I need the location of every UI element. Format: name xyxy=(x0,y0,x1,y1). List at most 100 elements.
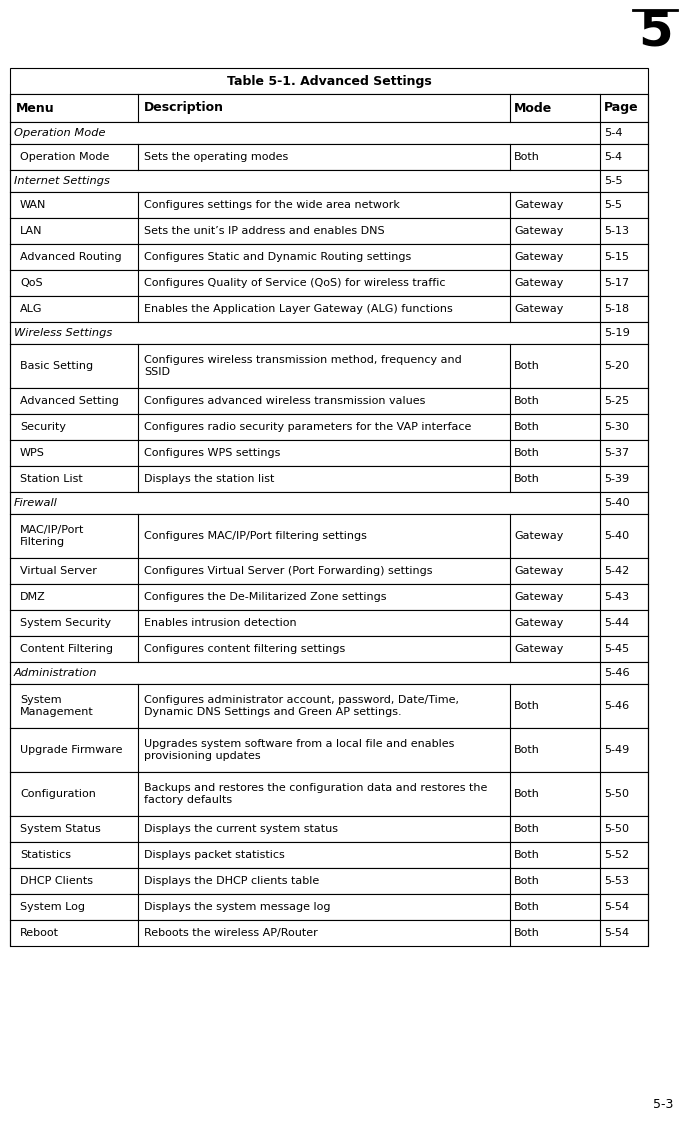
Text: System Status: System Status xyxy=(20,824,101,834)
Bar xyxy=(10,389,648,414)
Bar xyxy=(10,610,648,636)
Text: 5-45: 5-45 xyxy=(604,643,629,654)
Text: 5-53: 5-53 xyxy=(604,876,629,886)
Text: MAC/IP/Port
Filtering: MAC/IP/Port Filtering xyxy=(20,526,84,547)
Bar xyxy=(10,94,648,122)
Text: 5-52: 5-52 xyxy=(604,850,629,860)
Text: Table 5-1. Advanced Settings: Table 5-1. Advanced Settings xyxy=(227,74,432,88)
Text: Firewall: Firewall xyxy=(14,497,58,508)
Text: 5-4: 5-4 xyxy=(604,128,623,138)
Text: Both: Both xyxy=(514,902,540,912)
Text: Both: Both xyxy=(514,824,540,834)
Text: Internet Settings: Internet Settings xyxy=(14,176,110,186)
Bar xyxy=(10,144,648,170)
Text: Enables intrusion detection: Enables intrusion detection xyxy=(144,618,297,628)
Text: Gateway: Gateway xyxy=(514,279,563,287)
Text: 5-30: 5-30 xyxy=(604,422,629,432)
Text: Both: Both xyxy=(514,701,540,711)
Text: Gateway: Gateway xyxy=(514,592,563,602)
Text: Both: Both xyxy=(514,396,540,407)
Text: Administration: Administration xyxy=(14,668,97,678)
Bar xyxy=(10,894,648,920)
Text: Displays the station list: Displays the station list xyxy=(144,474,275,484)
Text: Both: Both xyxy=(514,422,540,432)
Bar xyxy=(10,244,648,270)
Text: Both: Both xyxy=(514,745,540,755)
Text: 5-54: 5-54 xyxy=(604,928,629,938)
Text: Gateway: Gateway xyxy=(514,643,563,654)
Text: Configures MAC/IP/Port filtering settings: Configures MAC/IP/Port filtering setting… xyxy=(144,531,367,541)
Text: System Security: System Security xyxy=(20,618,111,628)
Text: 5-46: 5-46 xyxy=(604,701,629,711)
Text: Gateway: Gateway xyxy=(514,304,563,314)
Text: Sets the operating modes: Sets the operating modes xyxy=(144,152,288,162)
Text: Both: Both xyxy=(514,789,540,798)
Text: Enables the Application Layer Gateway (ALG) functions: Enables the Application Layer Gateway (A… xyxy=(144,304,453,314)
Text: Menu: Menu xyxy=(16,101,55,115)
Bar xyxy=(10,868,648,894)
Bar xyxy=(10,816,648,842)
Text: Statistics: Statistics xyxy=(20,850,71,860)
Bar xyxy=(10,514,648,558)
Text: Reboots the wireless AP/Router: Reboots the wireless AP/Router xyxy=(144,928,318,938)
Bar xyxy=(10,684,648,728)
Text: Gateway: Gateway xyxy=(514,226,563,236)
Text: Description: Description xyxy=(144,101,224,115)
Text: 5-40: 5-40 xyxy=(604,531,629,541)
Text: Mode: Mode xyxy=(514,101,552,115)
Text: Reboot: Reboot xyxy=(20,928,59,938)
Bar xyxy=(10,558,648,584)
Bar xyxy=(10,344,648,389)
Text: Configures radio security parameters for the VAP interface: Configures radio security parameters for… xyxy=(144,422,471,432)
Text: 5-18: 5-18 xyxy=(604,304,629,314)
Text: Displays the DHCP clients table: Displays the DHCP clients table xyxy=(144,876,319,886)
Text: 5-13: 5-13 xyxy=(604,226,629,236)
Text: Configuration: Configuration xyxy=(20,789,96,798)
Text: Advanced Routing: Advanced Routing xyxy=(20,252,122,262)
Text: Configures content filtering settings: Configures content filtering settings xyxy=(144,643,345,654)
Text: 5-49: 5-49 xyxy=(604,745,630,755)
Bar xyxy=(10,584,648,610)
Bar xyxy=(10,270,648,296)
Text: 5-50: 5-50 xyxy=(604,824,629,834)
Bar xyxy=(10,218,648,244)
Text: 5-40: 5-40 xyxy=(604,497,630,508)
Text: QoS: QoS xyxy=(20,279,42,287)
Text: 5-43: 5-43 xyxy=(604,592,629,602)
Text: 5: 5 xyxy=(638,8,673,56)
Text: Both: Both xyxy=(514,448,540,458)
Text: Displays the current system status: Displays the current system status xyxy=(144,824,338,834)
Bar xyxy=(10,842,648,868)
Text: Both: Both xyxy=(514,360,540,371)
Text: Configures Virtual Server (Port Forwarding) settings: Configures Virtual Server (Port Forwardi… xyxy=(144,566,432,576)
Text: Operation Mode: Operation Mode xyxy=(20,152,110,162)
Text: Configures Quality of Service (QoS) for wireless traffic: Configures Quality of Service (QoS) for … xyxy=(144,279,445,287)
Text: 5-39: 5-39 xyxy=(604,474,629,484)
Text: ALG: ALG xyxy=(20,304,42,314)
Text: WPS: WPS xyxy=(20,448,45,458)
Text: 5-25: 5-25 xyxy=(604,396,629,407)
Bar xyxy=(10,192,648,218)
Text: Upgrade Firmware: Upgrade Firmware xyxy=(20,745,123,755)
Text: Both: Both xyxy=(514,850,540,860)
Text: 5-50: 5-50 xyxy=(604,789,629,798)
Text: Both: Both xyxy=(514,876,540,886)
Bar xyxy=(10,920,648,946)
Bar xyxy=(10,414,648,440)
Bar xyxy=(10,69,648,94)
Text: Content Filtering: Content Filtering xyxy=(20,643,113,654)
Text: Both: Both xyxy=(514,928,540,938)
Bar xyxy=(10,322,648,344)
Text: 5-19: 5-19 xyxy=(604,328,630,338)
Bar xyxy=(10,466,648,492)
Bar xyxy=(10,122,648,144)
Text: Configures Static and Dynamic Routing settings: Configures Static and Dynamic Routing se… xyxy=(144,252,411,262)
Text: Displays the system message log: Displays the system message log xyxy=(144,902,330,912)
Text: Gateway: Gateway xyxy=(514,252,563,262)
Text: 5-42: 5-42 xyxy=(604,566,630,576)
Text: Gateway: Gateway xyxy=(514,618,563,628)
Text: Configures the De-Militarized Zone settings: Configures the De-Militarized Zone setti… xyxy=(144,592,386,602)
Text: Displays packet statistics: Displays packet statistics xyxy=(144,850,285,860)
Text: 5-54: 5-54 xyxy=(604,902,629,912)
Text: System
Management: System Management xyxy=(20,695,94,716)
